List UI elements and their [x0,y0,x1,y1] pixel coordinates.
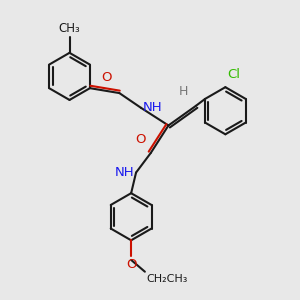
Text: CH₂CH₃: CH₂CH₃ [147,274,188,284]
Text: H: H [179,85,188,98]
Text: NH: NH [115,166,134,179]
Text: O: O [126,258,136,271]
Text: O: O [101,71,112,84]
Text: Cl: Cl [227,68,240,81]
Text: O: O [135,133,146,146]
Text: NH: NH [143,101,163,114]
Text: CH₃: CH₃ [58,22,80,35]
